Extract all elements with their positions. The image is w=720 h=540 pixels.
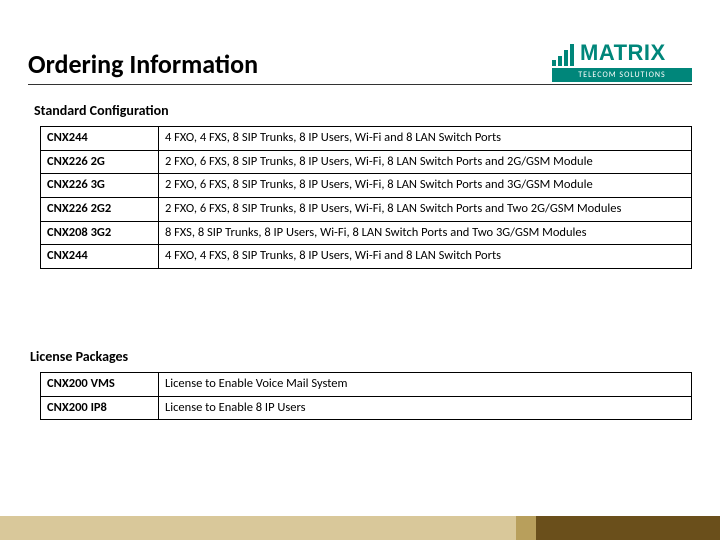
- section-license-packages: License Packages: [30, 348, 128, 365]
- table-row: CNX226 2G 2 FXO, 6 FXS, 8 SIP Trunks, 8 …: [41, 150, 692, 174]
- footer-seg-b: [516, 516, 536, 540]
- model-cell: CNX226 3G: [41, 174, 159, 198]
- footer-stripe: [0, 516, 720, 540]
- standard-config-table: CNX244 4 FXO, 4 FXS, 8 SIP Trunks, 8 IP …: [40, 126, 692, 269]
- desc-cell: 2 FXO, 6 FXS, 8 SIP Trunks, 8 IP Users, …: [159, 150, 692, 174]
- desc-cell: License to Enable 8 IP Users: [159, 396, 692, 420]
- desc-cell: 4 FXO, 4 FXS, 8 SIP Trunks, 8 IP Users, …: [159, 245, 692, 269]
- model-cell: CNX226 2G2: [41, 197, 159, 221]
- footer-seg-a: [0, 516, 516, 540]
- desc-cell: 2 FXO, 6 FXS, 8 SIP Trunks, 8 IP Users, …: [159, 174, 692, 198]
- model-cell: CNX244: [41, 245, 159, 269]
- model-cell: CNX244: [41, 127, 159, 151]
- table-row: CNX208 3G2 8 FXS, 8 SIP Trunks, 8 IP Use…: [41, 221, 692, 245]
- brand-logo: MATRIX TELECOM SOLUTIONS: [552, 36, 692, 82]
- logo-tagline: TELECOM SOLUTIONS: [552, 68, 692, 82]
- table-row: CNX244 4 FXO, 4 FXS, 8 SIP Trunks, 8 IP …: [41, 245, 692, 269]
- page-title: Ordering Information: [28, 48, 258, 80]
- logo-brand: MATRIX: [580, 40, 666, 66]
- title-rule: [28, 84, 692, 85]
- model-cell: CNX226 2G: [41, 150, 159, 174]
- desc-cell: 2 FXO, 6 FXS, 8 SIP Trunks, 8 IP Users, …: [159, 197, 692, 221]
- footer-seg-c: [536, 516, 720, 540]
- desc-cell: 4 FXO, 4 FXS, 8 SIP Trunks, 8 IP Users, …: [159, 127, 692, 151]
- section-standard-config: Standard Configuration: [34, 102, 169, 119]
- pkg-cell: CNX200 IP8: [41, 396, 159, 420]
- license-packages-table: CNX200 VMS License to Enable Voice Mail …: [40, 372, 692, 420]
- logo-row: MATRIX: [552, 36, 692, 66]
- model-cell: CNX208 3G2: [41, 221, 159, 245]
- desc-cell: License to Enable Voice Mail System: [159, 373, 692, 397]
- logo-bars-icon: [552, 44, 574, 66]
- table-row: CNX244 4 FXO, 4 FXS, 8 SIP Trunks, 8 IP …: [41, 127, 692, 151]
- table-row: CNX226 2G2 2 FXO, 6 FXS, 8 SIP Trunks, 8…: [41, 197, 692, 221]
- table-row: CNX200 IP8 License to Enable 8 IP Users: [41, 396, 692, 420]
- table-row: CNX200 VMS License to Enable Voice Mail …: [41, 373, 692, 397]
- pkg-cell: CNX200 VMS: [41, 373, 159, 397]
- table-row: CNX226 3G 2 FXO, 6 FXS, 8 SIP Trunks, 8 …: [41, 174, 692, 198]
- desc-cell: 8 FXS, 8 SIP Trunks, 8 IP Users, Wi-Fi, …: [159, 221, 692, 245]
